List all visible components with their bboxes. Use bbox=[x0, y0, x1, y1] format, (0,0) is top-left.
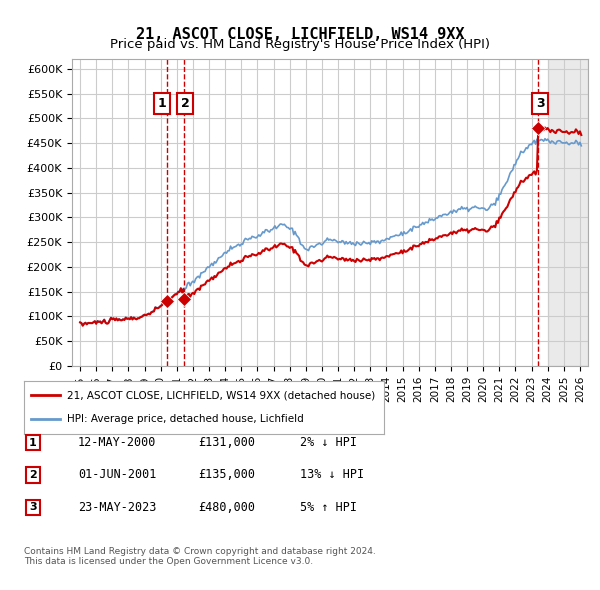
Text: Price paid vs. HM Land Registry's House Price Index (HPI): Price paid vs. HM Land Registry's House … bbox=[110, 38, 490, 51]
Text: £135,000: £135,000 bbox=[198, 468, 255, 481]
Text: 21, ASCOT CLOSE, LICHFIELD, WS14 9XX: 21, ASCOT CLOSE, LICHFIELD, WS14 9XX bbox=[136, 27, 464, 41]
Text: 21, ASCOT CLOSE, LICHFIELD, WS14 9XX (detached house): 21, ASCOT CLOSE, LICHFIELD, WS14 9XX (de… bbox=[67, 391, 376, 401]
Text: £480,000: £480,000 bbox=[198, 501, 255, 514]
Text: 2: 2 bbox=[181, 97, 190, 110]
Text: 3: 3 bbox=[29, 503, 37, 512]
Text: £131,000: £131,000 bbox=[198, 436, 255, 449]
Text: 23-MAY-2023: 23-MAY-2023 bbox=[78, 501, 157, 514]
Text: 1: 1 bbox=[29, 438, 37, 447]
Text: 2: 2 bbox=[29, 470, 37, 480]
Text: 5% ↑ HPI: 5% ↑ HPI bbox=[300, 501, 357, 514]
Text: 3: 3 bbox=[536, 97, 545, 110]
Text: 01-JUN-2001: 01-JUN-2001 bbox=[78, 468, 157, 481]
Bar bbox=[548, 59, 588, 366]
Text: 13% ↓ HPI: 13% ↓ HPI bbox=[300, 468, 364, 481]
Text: HPI: Average price, detached house, Lichfield: HPI: Average price, detached house, Lich… bbox=[67, 414, 304, 424]
Text: 2% ↓ HPI: 2% ↓ HPI bbox=[300, 436, 357, 449]
Text: Contains HM Land Registry data © Crown copyright and database right 2024.
This d: Contains HM Land Registry data © Crown c… bbox=[24, 547, 376, 566]
Text: 1: 1 bbox=[157, 97, 166, 110]
Text: 12-MAY-2000: 12-MAY-2000 bbox=[78, 436, 157, 449]
